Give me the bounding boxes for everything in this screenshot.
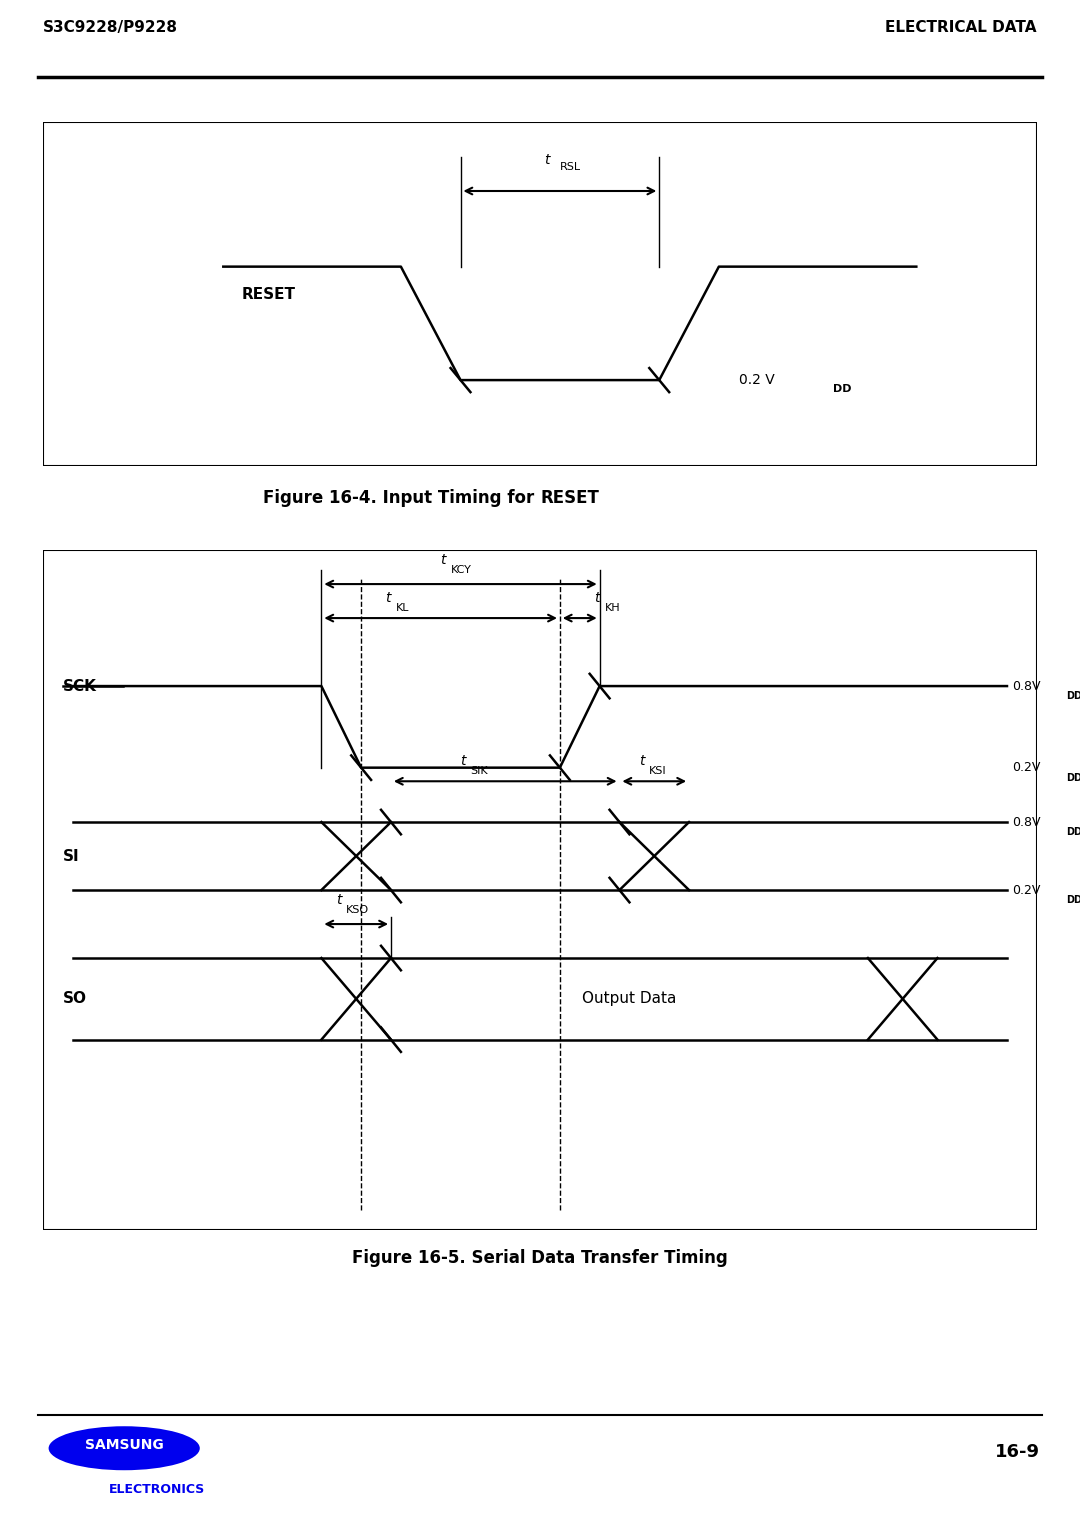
Text: ELECTRONICS: ELECTRONICS xyxy=(108,1484,205,1496)
Text: RSL: RSL xyxy=(559,162,581,173)
Text: t: t xyxy=(441,553,446,567)
Text: DD: DD xyxy=(1067,773,1080,782)
Text: SI: SI xyxy=(63,848,80,863)
Text: SO: SO xyxy=(63,992,87,1007)
Text: SIK: SIK xyxy=(471,766,488,776)
Text: 0.8V: 0.8V xyxy=(1012,816,1040,828)
Text: t: t xyxy=(594,591,599,605)
Text: Figure 16-4. Input Timing for: Figure 16-4. Input Timing for xyxy=(264,489,540,507)
Text: t: t xyxy=(386,591,391,605)
Text: 0.2V: 0.2V xyxy=(1012,883,1040,897)
Text: KCY: KCY xyxy=(450,565,472,576)
Text: DD: DD xyxy=(833,384,852,394)
Text: KL: KL xyxy=(396,604,409,613)
Text: DD: DD xyxy=(1067,827,1080,837)
Text: t: t xyxy=(639,753,645,769)
Text: t: t xyxy=(336,894,341,908)
Text: RESET: RESET xyxy=(540,489,599,507)
Text: KSI: KSI xyxy=(649,766,667,776)
Text: SCK: SCK xyxy=(63,678,97,694)
Text: KSO: KSO xyxy=(347,906,369,915)
Text: KH: KH xyxy=(605,604,620,613)
Text: ELECTRICAL DATA: ELECTRICAL DATA xyxy=(886,20,1037,35)
Text: 0.2 V: 0.2 V xyxy=(739,373,774,387)
Text: 0.8V: 0.8V xyxy=(1012,680,1040,692)
Text: Output Data: Output Data xyxy=(582,992,676,1007)
Text: t: t xyxy=(544,153,550,167)
Text: SAMSUNG: SAMSUNG xyxy=(85,1438,163,1453)
Ellipse shape xyxy=(49,1426,200,1470)
Text: RESET: RESET xyxy=(242,287,296,303)
Text: t: t xyxy=(460,753,465,769)
Text: 0.2V: 0.2V xyxy=(1012,761,1040,775)
Text: Figure 16-5. Serial Data Transfer Timing: Figure 16-5. Serial Data Transfer Timing xyxy=(352,1250,728,1267)
Text: 16-9: 16-9 xyxy=(995,1444,1040,1461)
Text: DD: DD xyxy=(1067,895,1080,905)
Text: S3C9228/P9228: S3C9228/P9228 xyxy=(43,20,178,35)
Text: DD: DD xyxy=(1067,691,1080,701)
